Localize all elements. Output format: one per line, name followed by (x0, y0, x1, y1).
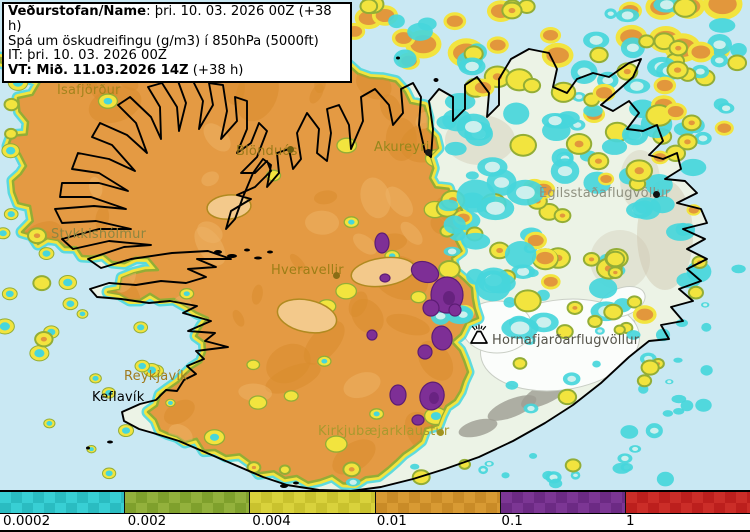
header-line-model-run: Veðurstofan/Name: þri. 10. 03. 2026 00Z … (8, 4, 332, 34)
legend-color-bar (0, 490, 750, 514)
place-marker-3 (653, 191, 660, 198)
header-line-it: IT: þri. 10. 03. 2026 00Z (8, 48, 167, 64)
legend-swatch-0.1 (500, 492, 626, 513)
place-marker-8 (437, 429, 444, 436)
legend-value-1: 1 (626, 513, 635, 529)
legend-swatch-0.01 (375, 492, 501, 513)
header-line-vt: VT: Mið. 11.03.2026 14Z (+38 h) (8, 63, 244, 79)
legend-value-0.1: 0.1 (501, 513, 523, 529)
place-marker-2 (425, 149, 432, 156)
legend-value-0.01: 0.01 (376, 513, 407, 529)
place-marker-5 (333, 272, 340, 279)
volcano-eruption-icon (470, 324, 488, 344)
header-line-product: Spá um öskudreifingu (g/m3) í 850hPa (50… (8, 33, 319, 49)
legend-swatch-0.004 (250, 492, 376, 513)
legend-swatch-0.002 (125, 492, 251, 513)
place-label-4: Stykkishólmur (51, 227, 147, 242)
concentration-legend: 0.0002 0.002 0.004 0.01 0.1 1 (0, 490, 750, 532)
place-label-7: Keflavík (92, 390, 145, 405)
place-label-6: Reykjavík (124, 369, 188, 384)
place-label-9: Hornafjarðarflugvöllur (492, 333, 640, 348)
legend-value-labels: 0.0002 0.002 0.004 0.01 0.1 1 (0, 513, 750, 532)
place-label-0: Ísafjörður (57, 83, 121, 98)
legend-swatch-1 (625, 492, 750, 513)
place-label-1: Blönduós (236, 144, 298, 159)
place-label-5: Hveravellir (271, 263, 344, 278)
legend-value-0.004: 0.004 (252, 513, 291, 529)
forecast-header-box: Veðurstofan/Name: þri. 10. 03. 2026 00Z … (2, 2, 352, 83)
legend-value-0.0002: 0.0002 (3, 513, 51, 529)
place-label-8: Kirkjubæjarklaustur (318, 424, 450, 439)
legend-swatch-0.0002 (0, 492, 126, 513)
place-label-3: Egilsstaðaflugvöllur (539, 186, 671, 201)
place-marker-1 (287, 146, 294, 153)
legend-value-0.002: 0.002 (127, 513, 167, 529)
place-label-2: Akureyri (374, 140, 430, 155)
